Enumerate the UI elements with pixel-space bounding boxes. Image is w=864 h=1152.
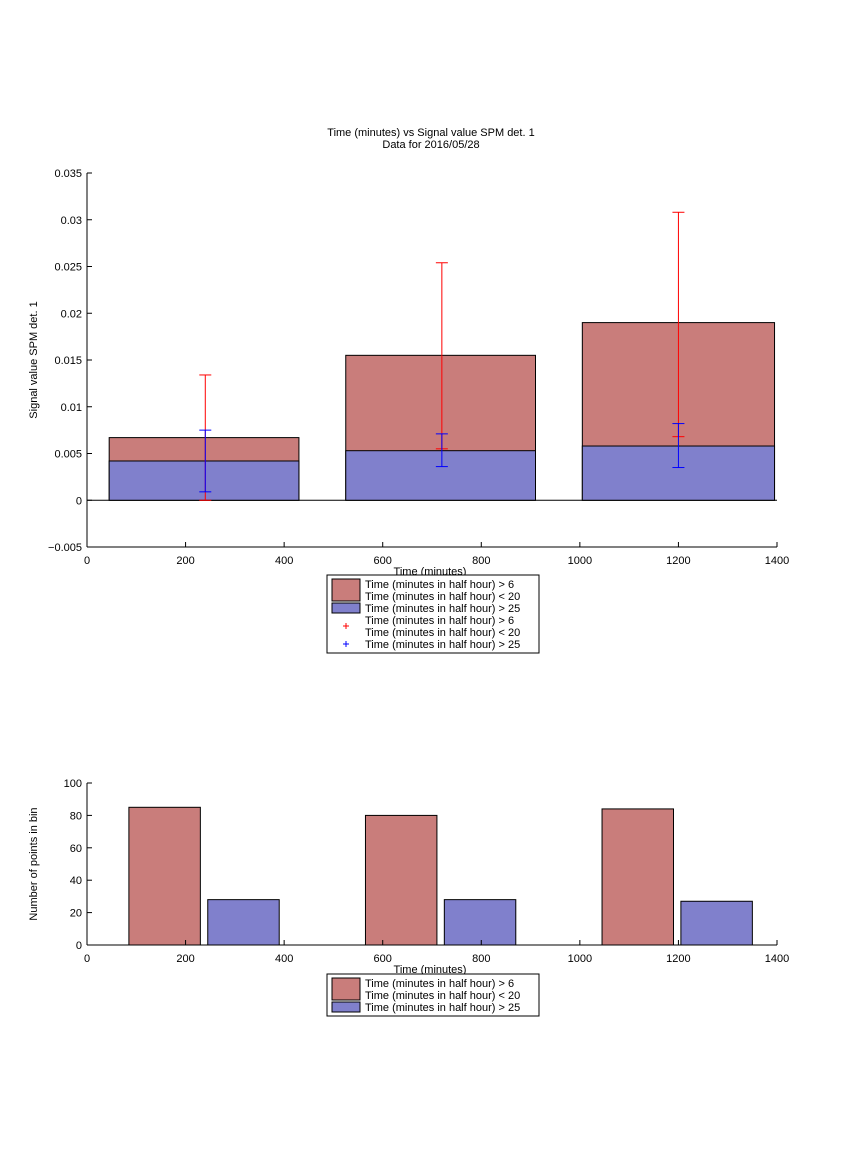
x-tick-label: 400 <box>275 953 293 965</box>
y-tick-label: 0.005 <box>54 449 82 461</box>
legend-label: Time (minutes in half hour) > 6 <box>365 579 514 591</box>
legend-label: Time (minutes in half hour) < 20 <box>365 591 520 603</box>
count-bar-blue <box>207 899 280 946</box>
bar-blue <box>108 460 300 501</box>
y-tick-label: 80 <box>70 810 82 822</box>
legend-label: Time (minutes in half hour) > 6 <box>365 978 514 990</box>
y-tick-label: 0.02 <box>61 308 82 320</box>
count-bar-red <box>601 808 674 946</box>
legend-swatch <box>331 977 361 1001</box>
x-tick-label: 600 <box>374 953 392 965</box>
legend-label: Time (minutes in half hour) < 20 <box>365 627 520 639</box>
count-bar-red <box>364 814 438 946</box>
y-tick-label: 0 <box>76 495 82 507</box>
x-tick-label: 200 <box>176 953 194 965</box>
legend-swatch <box>331 1001 361 1013</box>
chart-subtitle: Data for 2016/05/28 <box>382 139 479 151</box>
y-tick-label: 60 <box>70 843 82 855</box>
y-tick-label: 20 <box>70 908 82 920</box>
x-tick-label: 1200 <box>666 953 690 965</box>
x-tick-label: 800 <box>472 555 490 567</box>
y-tick-label: 0.025 <box>54 262 82 274</box>
x-tick-label: 0 <box>84 555 90 567</box>
y-axis-label: Number of points in bin <box>28 807 40 920</box>
y-tick-label: 0.03 <box>61 215 82 227</box>
legend-label: Time (minutes in half hour) > 6 <box>365 615 514 627</box>
x-tick-label: 0 <box>84 953 90 965</box>
y-tick-label: 0 <box>76 940 82 952</box>
count-bar-blue <box>680 900 753 946</box>
x-tick-label: 1000 <box>568 953 592 965</box>
x-tick-label: 400 <box>275 555 293 567</box>
legend-swatch <box>331 602 361 614</box>
x-tick-label: 600 <box>374 555 392 567</box>
y-tick-label: 40 <box>70 875 82 887</box>
y-tick-label: 0.035 <box>54 168 82 180</box>
x-tick-label: 1400 <box>765 555 789 567</box>
y-axis-label: Signal value SPM det. 1 <box>28 301 40 418</box>
x-tick-label: 1200 <box>666 555 690 567</box>
y-tick-label: 100 <box>64 778 82 790</box>
legend-label: Time (minutes in half hour) > 25 <box>365 603 520 615</box>
chart-title: Time (minutes) vs Signal value SPM det. … <box>327 127 534 139</box>
count-bar-blue <box>443 899 517 946</box>
bar-blue <box>345 450 536 501</box>
legend-label: Time (minutes in half hour) > 25 <box>365 639 520 651</box>
x-tick-label: 1000 <box>568 555 592 567</box>
x-axis-label: Time (minutes) <box>394 964 467 976</box>
x-tick-label: 800 <box>472 953 490 965</box>
legend-label: Time (minutes in half hour) > 25 <box>365 1002 520 1014</box>
count-bar-red <box>128 806 201 946</box>
legend-box <box>326 973 540 1017</box>
legend-label: Time (minutes in half hour) < 20 <box>365 990 520 1002</box>
y-tick-label: 0.01 <box>61 402 82 414</box>
legend-box <box>326 574 540 654</box>
y-tick-label: 0.015 <box>54 355 82 367</box>
x-tick-label: 200 <box>176 555 194 567</box>
x-tick-label: 1400 <box>765 953 789 965</box>
y-tick-label: −0.005 <box>48 542 82 554</box>
legend-swatch <box>331 578 361 602</box>
